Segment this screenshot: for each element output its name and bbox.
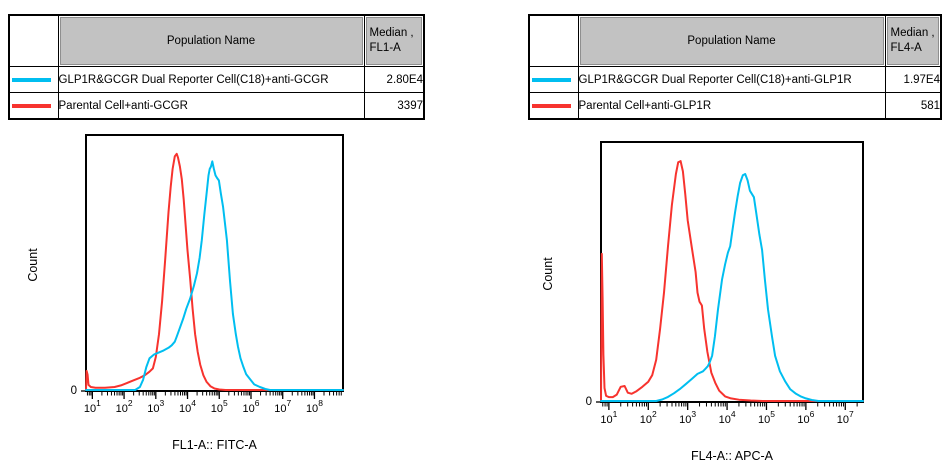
series-color-swatch bbox=[12, 77, 51, 82]
legend-header-row: Population Name Median , FL4-A bbox=[528, 14, 942, 67]
series-curve-0 bbox=[85, 160, 344, 391]
legend-header-population-cell: Population Name bbox=[577, 14, 886, 67]
table-row: GLP1R&GCGR Dual Reporter Cell(C18)+anti-… bbox=[8, 66, 425, 93]
table-row: Parental Cell+anti-GCGR 3397 bbox=[8, 92, 425, 120]
median-value: 581 bbox=[884, 92, 942, 120]
population-name: Parental Cell+anti-GLP1R bbox=[577, 92, 886, 120]
population-name: Parental Cell+anti-GCGR bbox=[57, 92, 365, 120]
population-name: GLP1R&GCGR Dual Reporter Cell(C18)+anti-… bbox=[577, 66, 886, 93]
legend-header-median-cell: Median , FL4-A bbox=[884, 14, 942, 67]
series-color-swatch bbox=[532, 77, 571, 82]
x-tick-label: 105 bbox=[758, 409, 775, 426]
plot-frame bbox=[85, 134, 344, 392]
legend-header-population-cell: Population Name bbox=[57, 14, 365, 67]
x-tick-label: 106 bbox=[242, 398, 259, 415]
table-row: Parental Cell+anti-GLP1R 581 bbox=[528, 92, 942, 120]
x-tick-label: 101 bbox=[84, 398, 101, 415]
series-curve-1 bbox=[85, 152, 344, 391]
legend-header-swatch-cell bbox=[8, 14, 59, 67]
x-tick-label: 101 bbox=[600, 409, 617, 426]
x-tick-label: 107 bbox=[274, 398, 291, 415]
x-axis-label: FL4-A:: APC-A bbox=[691, 449, 774, 463]
series-color-swatch bbox=[532, 103, 571, 108]
x-tick-label: 104 bbox=[719, 409, 736, 426]
y-zero-label: 0 bbox=[586, 396, 592, 408]
population-header-label: Population Name bbox=[59, 17, 363, 65]
x-tick-label: 104 bbox=[179, 398, 196, 415]
series-color-swatch bbox=[12, 103, 51, 108]
legend-table-fl4: Population Name Median , FL4-A GLP1R&GCG… bbox=[528, 14, 942, 120]
x-tick-label: 102 bbox=[116, 398, 133, 415]
population-name: GLP1R&GCGR Dual Reporter Cell(C18)+anti-… bbox=[57, 66, 365, 93]
median-header-label: Median , FL1-A bbox=[365, 17, 422, 65]
x-tick-label: 107 bbox=[837, 409, 854, 426]
x-tick-label: 103 bbox=[147, 398, 164, 415]
x-tick-label: 108 bbox=[306, 398, 323, 415]
plot-frame bbox=[600, 141, 864, 403]
median-value: 1.97E4 bbox=[884, 66, 942, 93]
legend-header-row: Population Name Median , FL1-A bbox=[8, 14, 425, 67]
legend-header-median-cell: Median , FL1-A bbox=[363, 14, 425, 67]
y-zero-label: 0 bbox=[71, 385, 77, 397]
x-axis-label: FL1-A:: FITC-A bbox=[172, 438, 257, 452]
table-row: GLP1R&GCGR Dual Reporter Cell(C18)+anti-… bbox=[528, 66, 942, 93]
series-curve-0 bbox=[600, 173, 864, 402]
median-value: 2.80E4 bbox=[363, 66, 425, 93]
median-value: 3397 bbox=[363, 92, 425, 120]
y-axis-label: Count bbox=[541, 257, 555, 291]
population-header-label: Population Name bbox=[579, 17, 884, 65]
median-header-label: Median , FL4-A bbox=[886, 17, 939, 65]
x-tick-label: 102 bbox=[640, 409, 657, 426]
x-tick-label: 105 bbox=[211, 398, 228, 415]
series-curve-1 bbox=[600, 160, 864, 402]
x-tick-label: 103 bbox=[679, 409, 696, 426]
legend-table-fl1: Population Name Median , FL1-A GLP1R&GCG… bbox=[8, 14, 425, 120]
y-axis-label: Count bbox=[26, 248, 40, 282]
x-tick-label: 106 bbox=[797, 409, 814, 426]
legend-header-swatch-cell bbox=[528, 14, 579, 67]
